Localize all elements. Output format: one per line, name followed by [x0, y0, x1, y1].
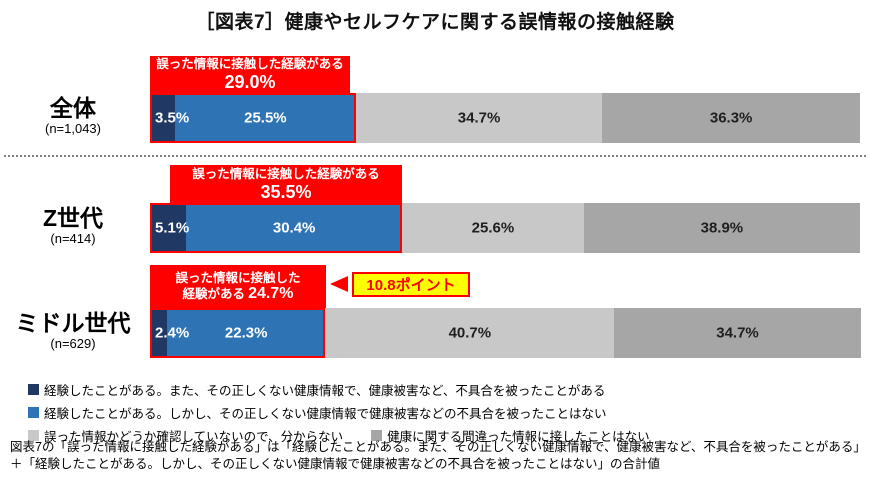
bar-segment: [186, 203, 403, 253]
separator-line: [4, 155, 866, 157]
bar-segment: [355, 93, 603, 143]
bar-segment: [583, 203, 860, 253]
bar-segment: [402, 203, 584, 253]
legend-item: 誤った情報かどうか確認していないので、分からない: [28, 426, 343, 445]
legend-line: 経験したことがある。しかし、その正しくない健康情報で健康被害などの不具合を被った…: [28, 403, 678, 422]
bar-value-label: 25.6%: [471, 219, 515, 237]
legend-swatch-icon: [28, 384, 39, 395]
bar-value-label: 25.5%: [244, 109, 287, 127]
legend-swatch-icon: [28, 430, 39, 441]
bar-value-label: 38.9%: [700, 219, 744, 237]
footnote: 図表7の「誤った情報に接触した経験がある」は「経験したことがある。また、その正し…: [10, 439, 866, 473]
sample-size: (n=629): [50, 336, 96, 351]
annotation-badge: 10.8ポイント: [352, 272, 470, 297]
category-name: 全体: [50, 95, 96, 121]
bar-value-label: 5.1%: [155, 219, 190, 237]
stacked-bar: 5.1% 30.4% 25.6% 38.9%: [150, 203, 860, 253]
chart-title: ［図表7］健康やセルフケアに関する誤情報の接触経験: [195, 12, 675, 33]
callout-value: 35.5%: [260, 181, 312, 202]
bar-value-label: 22.3%: [224, 324, 268, 342]
legend-item: 経験したことがある。しかし、その正しくない健康情報で健康被害などの不具合を被った…: [28, 403, 607, 422]
bar-value-label: 2.4%: [155, 324, 190, 342]
bar-segment: [602, 93, 860, 143]
callout-label: 誤った情報に接触した経験がある 29.0%: [150, 56, 350, 93]
bar-segment: [174, 93, 356, 143]
bar-value-label: 34.7%: [716, 324, 759, 342]
bar-value-label: 30.4%: [272, 219, 316, 237]
category-label: Z世代 (n=414): [0, 205, 146, 247]
legend-label: 経験したことがある。また、その正しくない健康情報で、健康被害など、不具合を被った…: [44, 384, 606, 398]
bar-segment: [150, 308, 168, 358]
annotation-arrow-icon: [330, 276, 348, 292]
callout-label: 誤った情報に接触した 経験がある 24.7%: [150, 265, 326, 308]
bar-segment: [150, 93, 175, 143]
category-label: 全体 (n=1,043): [0, 95, 146, 137]
bar-value-label: 3.5%: [155, 109, 190, 127]
footnote-line: 図表7の「誤った情報に接触した経験がある」は「経験したことがある。また、その正し…: [10, 440, 866, 454]
sample-size: (n=1,043): [44, 121, 101, 136]
legend-swatch-icon: [28, 407, 39, 418]
legend-line: 経験したことがある。また、その正しくない健康情報で、健康被害など、不具合を被った…: [28, 380, 678, 399]
stacked-bar: 2.4% 22.3% 40.7% 34.7%: [150, 308, 861, 358]
bar-segment: [325, 308, 615, 358]
legend: 経験したことがある。また、その正しくない健康情報で、健康被害など、不具合を被った…: [28, 380, 678, 449]
category-label: ミドル世代 (n=629): [0, 310, 146, 352]
stacked-bar: 3.5% 25.5% 34.7% 36.3%: [150, 93, 860, 143]
bar-segment: [150, 203, 187, 253]
callout-label: 誤った情報に接触した経験がある 35.5%: [170, 165, 402, 203]
callout-value: 24.7%: [248, 285, 294, 302]
callout-text: 誤った情報に接触した経験がある: [156, 57, 344, 71]
callout-text: 経験がある 24.7%: [182, 285, 294, 302]
bar-value-label: 36.3%: [709, 109, 753, 127]
bar-segment: [614, 308, 861, 358]
legend-line: 誤った情報かどうか確認していないので、分からない 健康に関する間違った情報に接した…: [28, 426, 678, 445]
bar-segment: [167, 308, 326, 358]
footnote-line: ＋「経験したことがある。しかし、その正しくない健康情報で健康被害などの不具合を被…: [10, 457, 661, 471]
sample-size: (n=414): [50, 231, 96, 246]
category-name: ミドル世代: [15, 310, 131, 336]
category-name: Z世代: [42, 205, 104, 231]
legend-label: 健康に関する間違った情報に接したことはない: [387, 430, 650, 444]
callout-text: 誤った情報に接触した経験がある: [192, 166, 380, 181]
legend-label: 誤った情報かどうか確認していないので、分からない: [44, 430, 344, 444]
legend-item: 健康に関する間違った情報に接したことはない: [371, 426, 650, 445]
legend-label: 経験したことがある。しかし、その正しくない健康情報で健康被害などの不具合を被った…: [44, 407, 607, 421]
callout-value: 29.0%: [224, 72, 276, 92]
bar-value-label: 40.7%: [448, 324, 492, 342]
callout-text: 誤った情報に接触した: [175, 271, 301, 285]
legend-swatch-icon: [371, 430, 383, 441]
bar-value-label: 34.7%: [457, 109, 501, 127]
legend-item: 経験したことがある。また、その正しくない健康情報で、健康被害など、不具合を被った…: [28, 380, 605, 399]
